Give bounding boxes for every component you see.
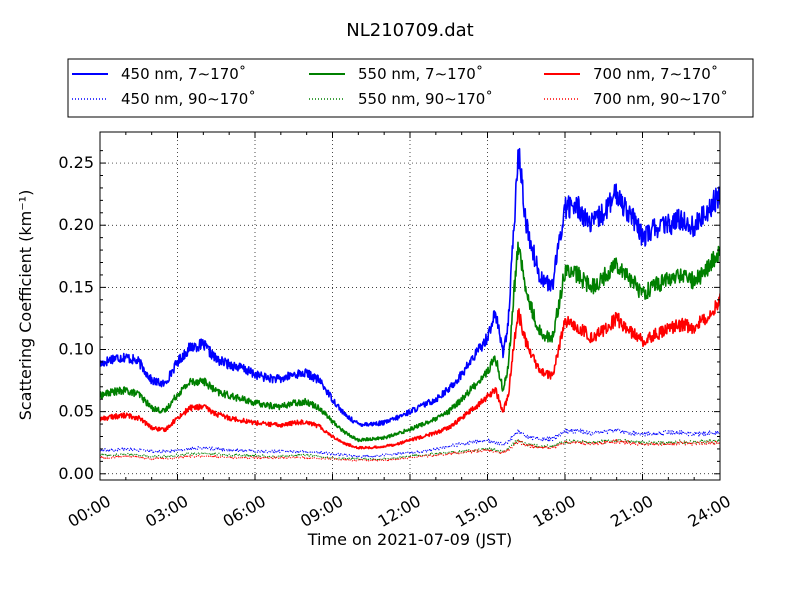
legend-label-4: 550 nm, 90∼170˚ bbox=[358, 90, 493, 108]
x-tick-label: 15:00 bbox=[452, 491, 501, 531]
y-axis-label: Scattering Coefficient (km⁻¹) bbox=[16, 190, 35, 421]
legend-label-1: 550 nm, 7∼170˚ bbox=[358, 65, 483, 83]
legend-label-0: 450 nm, 7∼170˚ bbox=[121, 65, 246, 83]
x-tick-label: 24:00 bbox=[685, 491, 734, 531]
y-tick-label: 0.00 bbox=[58, 464, 94, 483]
y-tick-label: 0.25 bbox=[58, 153, 94, 172]
x-tick-label: 09:00 bbox=[297, 491, 346, 531]
x-tick-label: 18:00 bbox=[530, 491, 579, 531]
x-tick-label: 06:00 bbox=[220, 491, 269, 531]
x-tick-label: 12:00 bbox=[375, 491, 424, 531]
x-axis-label: Time on 2021-07-09 (JST) bbox=[307, 530, 512, 549]
series-line-2 bbox=[100, 293, 720, 450]
chart-title: NL210709.dat bbox=[346, 20, 473, 41]
series-line-1 bbox=[100, 241, 720, 443]
x-tick-label: 03:00 bbox=[142, 491, 191, 531]
series-line-0 bbox=[100, 147, 720, 427]
x-tick-label: 00:00 bbox=[65, 491, 114, 531]
legend: 450 nm, 7∼170˚ 450 nm, 90∼170˚ 550 nm, 7∼1… bbox=[67, 58, 754, 118]
series-line-4 bbox=[100, 438, 720, 461]
series-line-5 bbox=[100, 439, 720, 462]
legend-label-2: 700 nm, 7∼170˚ bbox=[593, 65, 718, 83]
y-tick-label: 0.05 bbox=[58, 402, 94, 421]
y-tick-label: 0.20 bbox=[58, 215, 94, 234]
y-tick-label: 0.10 bbox=[58, 340, 94, 359]
legend-frame bbox=[67, 58, 754, 118]
x-tick-label: 21:00 bbox=[607, 491, 656, 531]
series-line-3 bbox=[100, 427, 720, 458]
plot-area: 00:00 03:00 06:00 09:00 12:00 15:00 18:00 21:00… bbox=[58, 131, 734, 531]
legend-label-5: 700 nm, 90∼170˚ bbox=[593, 90, 728, 108]
y-tick-label: 0.15 bbox=[58, 277, 94, 296]
legend-label-3: 450 nm, 90∼170˚ bbox=[121, 90, 256, 108]
